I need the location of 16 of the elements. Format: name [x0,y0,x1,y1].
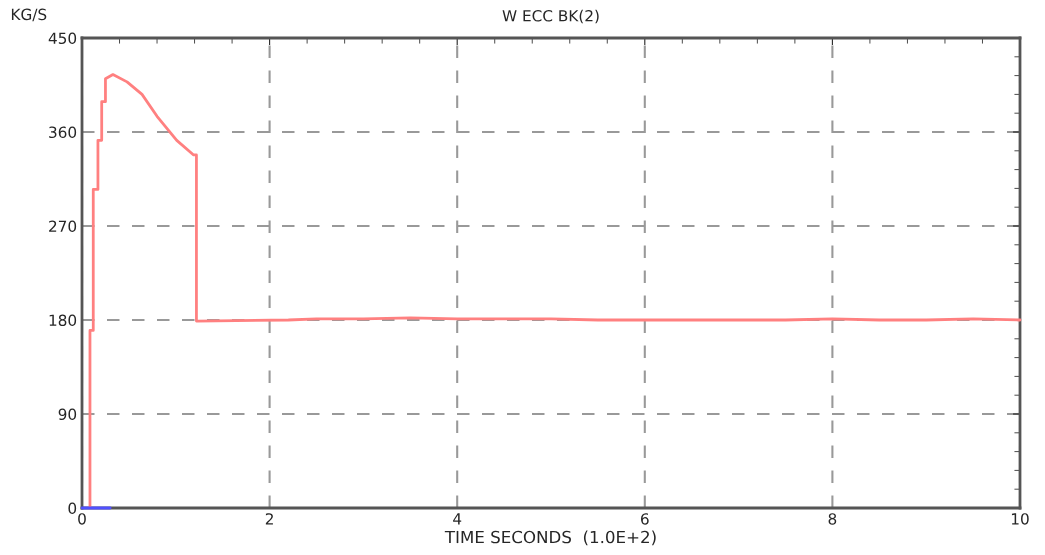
y-tick-label: 450 [48,32,77,45]
y-tick-label: 270 [49,220,77,233]
x-axis-title: TIME SECONDS (1.0E+2) [444,530,656,546]
y-tick-label: 0 [68,502,77,515]
x-tick-label: 4 [453,513,462,525]
x-tick-label: 8 [828,513,837,525]
chart-title: W ECC BK(2) [502,9,599,24]
x-tick-label: 0 [78,513,86,525]
y-tick-label: 90 [58,408,77,421]
x-tick-label: 6 [641,513,649,525]
y-tick-label: 360 [49,126,77,139]
y-axis-title: KG/S [11,8,47,22]
line-series [88,73,1022,510]
x-tick-label: 2 [265,513,273,525]
y-tick-label: 180 [49,314,77,327]
x-tick-label: 10 [1011,513,1029,525]
